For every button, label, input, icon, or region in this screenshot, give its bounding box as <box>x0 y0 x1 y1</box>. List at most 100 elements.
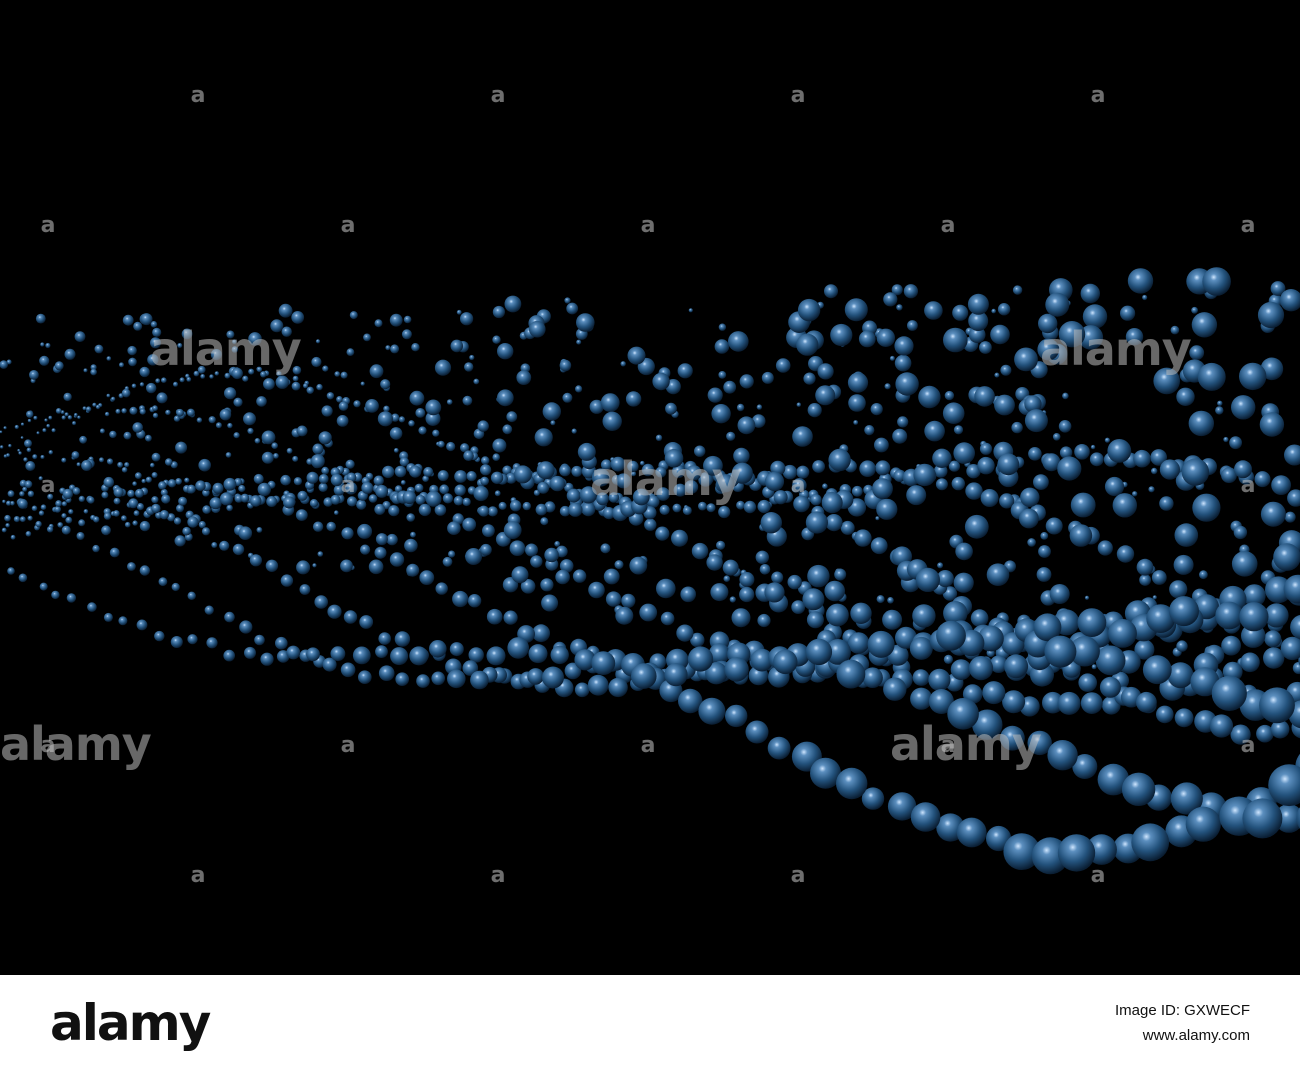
sphere <box>425 491 442 507</box>
sphere <box>8 444 12 448</box>
sphere <box>197 365 206 374</box>
sphere <box>943 654 954 665</box>
sphere <box>525 543 538 557</box>
sphere <box>48 415 53 420</box>
sphere <box>345 459 355 469</box>
sphere <box>103 476 115 488</box>
sphere <box>253 473 264 484</box>
sphere <box>535 503 548 516</box>
sphere <box>463 450 474 462</box>
sphere <box>318 482 328 492</box>
sphere <box>1024 409 1048 433</box>
sphere <box>26 447 32 453</box>
sphere <box>723 380 737 394</box>
sphere <box>1000 725 1025 751</box>
sphere <box>1167 662 1194 689</box>
sphere <box>1 527 7 533</box>
sphere <box>1185 806 1221 842</box>
sphere <box>802 588 825 611</box>
sphere <box>480 476 489 486</box>
sphere <box>286 447 293 454</box>
sphere <box>907 320 918 331</box>
sphere <box>977 625 1004 652</box>
sphere <box>393 448 399 453</box>
sphere <box>760 512 782 534</box>
sphere <box>656 487 670 501</box>
sphere <box>640 460 645 466</box>
sphere <box>1290 614 1300 640</box>
sphere <box>74 331 86 342</box>
sphere <box>418 426 427 435</box>
sphere <box>764 471 785 492</box>
sphere <box>160 488 168 497</box>
sphere <box>576 339 582 345</box>
sphere <box>830 323 853 347</box>
sphere <box>481 456 490 465</box>
sphere <box>422 475 429 483</box>
sphere <box>27 418 32 423</box>
sphere <box>178 496 188 506</box>
sphere <box>152 327 162 337</box>
sphere <box>739 374 754 389</box>
sphere <box>442 556 453 567</box>
sphere <box>564 297 571 304</box>
sphere <box>909 636 933 660</box>
sphere <box>341 527 354 540</box>
sphere <box>1000 364 1012 376</box>
sphere <box>261 451 274 464</box>
sphere <box>118 616 128 626</box>
sphere <box>152 412 159 419</box>
sphere <box>544 547 559 563</box>
sphere <box>133 510 140 517</box>
sphere <box>968 326 986 344</box>
sphere <box>1027 730 1052 756</box>
sphere <box>54 361 64 371</box>
sphere <box>106 458 114 465</box>
sphere <box>256 396 267 407</box>
sphere <box>450 339 464 353</box>
sphere <box>1027 538 1036 547</box>
sphere <box>577 442 596 461</box>
sphere <box>534 428 553 447</box>
watermark-mark: a <box>491 863 506 888</box>
sphere <box>796 333 819 356</box>
sphere <box>211 542 218 548</box>
sphere <box>4 514 11 522</box>
sphere <box>1139 574 1151 586</box>
sphere <box>477 420 489 432</box>
sphere <box>0 360 8 369</box>
sphere <box>224 611 235 623</box>
sphere <box>448 550 456 558</box>
sphere <box>132 481 137 487</box>
sphere <box>771 571 784 584</box>
sphere <box>151 472 158 478</box>
sphere-waves <box>0 267 1300 875</box>
sphere <box>1099 676 1121 698</box>
sphere <box>227 422 233 429</box>
sphere <box>956 817 987 848</box>
sphere <box>714 339 730 354</box>
sphere <box>256 527 263 533</box>
footer-logo: alamy <box>50 994 211 1052</box>
sphere <box>1176 387 1195 406</box>
sphere <box>1142 655 1172 685</box>
sphere <box>435 582 448 595</box>
sphere <box>182 526 191 536</box>
sphere <box>346 496 358 507</box>
sphere <box>559 464 571 477</box>
sphere <box>937 562 944 569</box>
sphere <box>1044 635 1077 668</box>
sphere <box>167 479 177 488</box>
sphere <box>718 323 727 331</box>
sphere <box>306 386 314 394</box>
sphere <box>731 608 751 628</box>
sphere <box>824 580 845 602</box>
sphere <box>462 517 477 532</box>
sphere <box>965 482 983 500</box>
sphere <box>94 344 104 354</box>
sphere <box>706 503 716 513</box>
sphere <box>644 518 657 531</box>
sphere <box>24 439 32 448</box>
sphere <box>469 354 475 361</box>
